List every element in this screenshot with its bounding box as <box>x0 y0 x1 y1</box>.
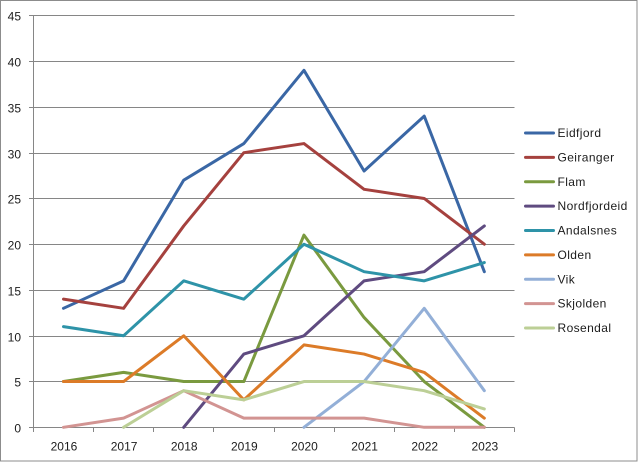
svg-text:2018: 2018 <box>171 440 198 454</box>
svg-text:2019: 2019 <box>231 440 258 454</box>
svg-text:Skjolden: Skjolden <box>558 297 607 311</box>
svg-text:Andalsnes: Andalsnes <box>558 224 618 238</box>
svg-text:Rosendal: Rosendal <box>558 321 612 335</box>
svg-text:25: 25 <box>8 192 22 206</box>
svg-text:2017: 2017 <box>111 440 138 454</box>
svg-text:Vik: Vik <box>558 272 576 286</box>
svg-text:30: 30 <box>8 147 22 161</box>
svg-text:2022: 2022 <box>411 440 438 454</box>
svg-text:35: 35 <box>8 101 22 115</box>
svg-text:2023: 2023 <box>471 440 498 454</box>
svg-text:20: 20 <box>8 238 22 252</box>
svg-text:45: 45 <box>8 9 22 23</box>
svg-text:0: 0 <box>14 421 21 435</box>
svg-text:5: 5 <box>14 375 21 389</box>
svg-text:Olden: Olden <box>558 248 592 262</box>
svg-text:Eidfjord: Eidfjord <box>558 126 602 140</box>
svg-text:2021: 2021 <box>351 440 378 454</box>
svg-text:Geiranger: Geiranger <box>558 150 615 164</box>
svg-text:2020: 2020 <box>291 440 318 454</box>
svg-text:Nordfjordeid: Nordfjordeid <box>558 199 628 213</box>
svg-text:10: 10 <box>8 330 22 344</box>
svg-text:Flam: Flam <box>558 175 586 189</box>
svg-text:40: 40 <box>8 55 22 69</box>
svg-text:15: 15 <box>8 284 22 298</box>
svg-text:2016: 2016 <box>51 440 78 454</box>
